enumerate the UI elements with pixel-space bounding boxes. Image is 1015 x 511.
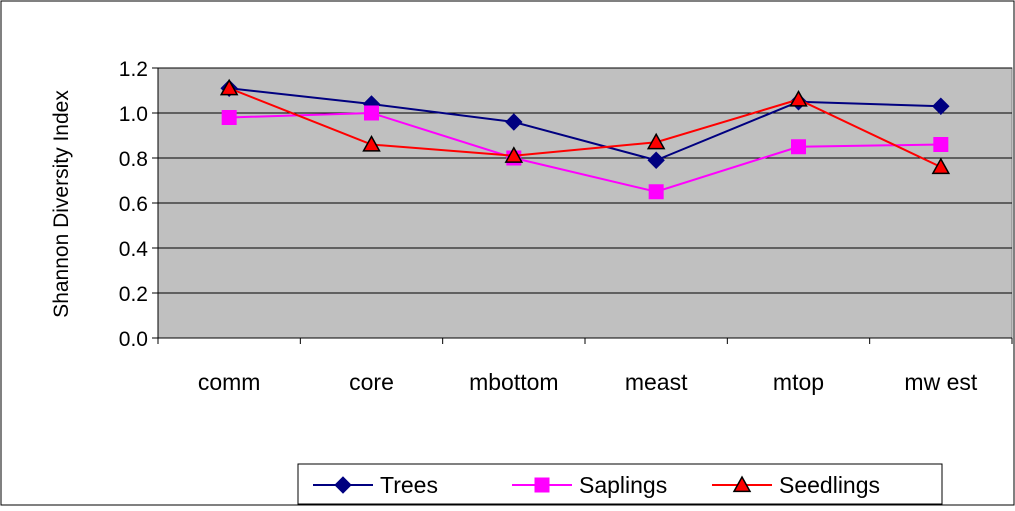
grid-lines xyxy=(158,67,1012,294)
x-tick-label: mtop xyxy=(773,369,824,395)
legend-marker-seedlings xyxy=(732,475,752,493)
series-layer xyxy=(219,78,951,200)
legend-label-trees: Trees xyxy=(380,472,438,498)
y-tick-label: 0.6 xyxy=(119,193,148,216)
data-point-trees xyxy=(932,97,950,115)
x-tick-label: mw est xyxy=(904,369,977,395)
legend-label-saplings: Saplings xyxy=(579,472,667,498)
data-point-saplings xyxy=(791,139,806,155)
data-point-seedlings xyxy=(362,134,381,152)
legend-marker-trees xyxy=(334,476,352,494)
data-point-saplings xyxy=(933,137,949,152)
x-tick-label: meast xyxy=(625,369,688,395)
x-tick-labels: comm core mbottom meast mtop mw est xyxy=(157,338,1013,395)
data-point-seedlings xyxy=(789,89,808,107)
x-tick-label: mbottom xyxy=(469,369,558,395)
legend-box xyxy=(297,463,943,505)
y-tick-label: 1.0 xyxy=(119,103,148,126)
y-tick-label: 0.4 xyxy=(119,238,149,261)
data-point-seedlings xyxy=(646,132,666,150)
data-point-saplings xyxy=(648,184,664,200)
data-point-seedlings xyxy=(219,78,239,96)
y-tick-label: 0.2 xyxy=(119,283,148,306)
x-tick-label: core xyxy=(349,369,394,395)
data-point-seedlings xyxy=(504,146,524,163)
legend-marker-saplings xyxy=(534,477,550,493)
y-axis-label: Shannon Diversity Index xyxy=(50,90,73,318)
series-line-saplings xyxy=(229,111,941,193)
data-point-trees xyxy=(505,113,523,131)
data-point-trees xyxy=(647,151,665,169)
y-tick-label: 1.2 xyxy=(119,58,148,81)
series-seedlings xyxy=(219,78,951,175)
x-tick-label: comm xyxy=(198,369,261,395)
y-tick-label: 0.8 xyxy=(119,148,148,171)
data-point-seedlings xyxy=(931,157,951,175)
series-line-trees xyxy=(229,87,941,162)
data-point-saplings xyxy=(221,110,237,125)
series-saplings xyxy=(221,105,949,200)
data-point-saplings xyxy=(364,105,379,121)
legend: Trees Saplings Seedlings xyxy=(297,463,943,505)
y-tick-labels: 0.0 0.2 0.4 0.6 0.8 1.0 1.2 xyxy=(119,58,158,351)
legend-label-seedlings: Seedlings xyxy=(779,472,880,498)
series-line-seedlings xyxy=(228,87,942,168)
y-tick-label: 0.0 xyxy=(119,328,148,351)
